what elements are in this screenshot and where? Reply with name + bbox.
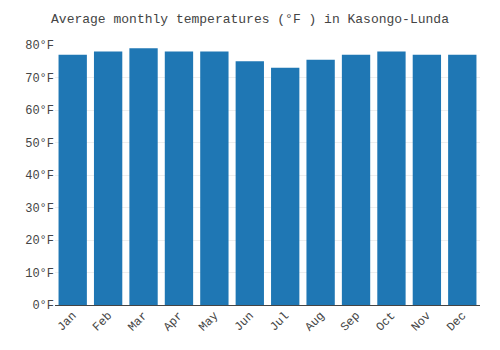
svg-text:May: May	[196, 309, 221, 334]
svg-text:20°F: 20°F	[25, 234, 54, 248]
svg-text:40°F: 40°F	[25, 169, 54, 183]
svg-text:60°F: 60°F	[25, 104, 54, 118]
svg-text:Jan: Jan	[55, 309, 80, 334]
svg-text:Oct: Oct	[373, 309, 398, 334]
svg-text:Average monthly temperatures (: Average monthly temperatures (°F ) in Ka…	[51, 12, 449, 27]
svg-text:Feb: Feb	[90, 309, 115, 334]
svg-text:70°F: 70°F	[25, 72, 54, 86]
svg-text:10°F: 10°F	[25, 267, 54, 281]
svg-text:Apr: Apr	[161, 309, 186, 334]
svg-text:30°F: 30°F	[25, 202, 54, 216]
svg-text:80°F: 80°F	[25, 39, 54, 53]
svg-text:Nov: Nov	[409, 309, 434, 334]
svg-text:Jun: Jun	[232, 309, 257, 334]
svg-text:Sep: Sep	[338, 309, 363, 334]
svg-text:Aug: Aug	[303, 309, 328, 334]
svg-text:Dec: Dec	[444, 309, 469, 334]
svg-text:Mar: Mar	[125, 309, 150, 334]
svg-text:50°F: 50°F	[25, 137, 54, 151]
svg-text:Jul: Jul	[267, 309, 292, 334]
svg-text:0°F: 0°F	[32, 299, 54, 313]
